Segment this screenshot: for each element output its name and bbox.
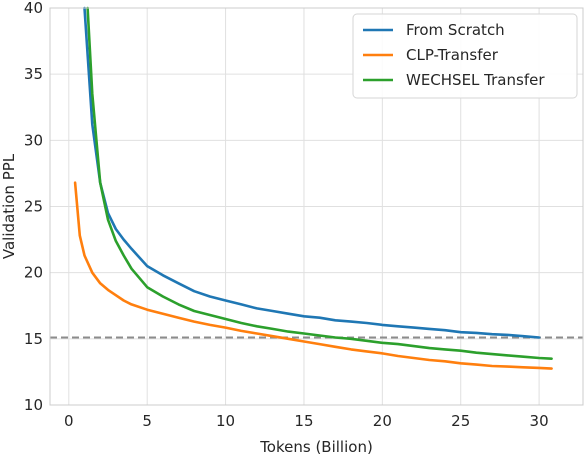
legend-label-2: WECHSEL Transfer xyxy=(406,71,545,89)
series-group xyxy=(73,6,553,370)
y-tick-label: 10 xyxy=(24,396,43,414)
y-axis-label: Validation PPL xyxy=(0,153,18,259)
y-tick-label: 35 xyxy=(24,65,43,83)
tick-labels: 0 5 10 15 20 25 30 10 15 20 25 30 35 40 xyxy=(24,0,549,430)
y-tick-label: 25 xyxy=(24,198,43,216)
legend-label-1: CLP-Transfer xyxy=(406,46,499,64)
series-line-2 xyxy=(86,6,553,361)
x-tick-label: 10 xyxy=(216,412,235,430)
series-line-1 xyxy=(73,181,553,370)
legend-label-0: From Scratch xyxy=(406,21,505,39)
x-tick-label: 0 xyxy=(64,412,74,430)
series-line-0 xyxy=(83,6,541,339)
y-tick-label: 15 xyxy=(24,330,43,348)
x-tick-label: 25 xyxy=(451,412,470,430)
x-tick-label: 5 xyxy=(142,412,152,430)
plot-frame xyxy=(49,7,584,406)
x-axis-label: Tokens (Billion) xyxy=(259,438,373,456)
y-tick-label: 40 xyxy=(24,0,43,17)
legend-box xyxy=(352,13,578,99)
x-tick-label: 15 xyxy=(294,412,313,430)
legend: From Scratch CLP-Transfer WECHSEL Transfer xyxy=(352,13,578,99)
y-tick-label: 30 xyxy=(24,131,43,149)
x-tick-label: 30 xyxy=(530,412,549,430)
y-tick-label: 20 xyxy=(24,264,43,282)
x-tick-label: 20 xyxy=(373,412,392,430)
